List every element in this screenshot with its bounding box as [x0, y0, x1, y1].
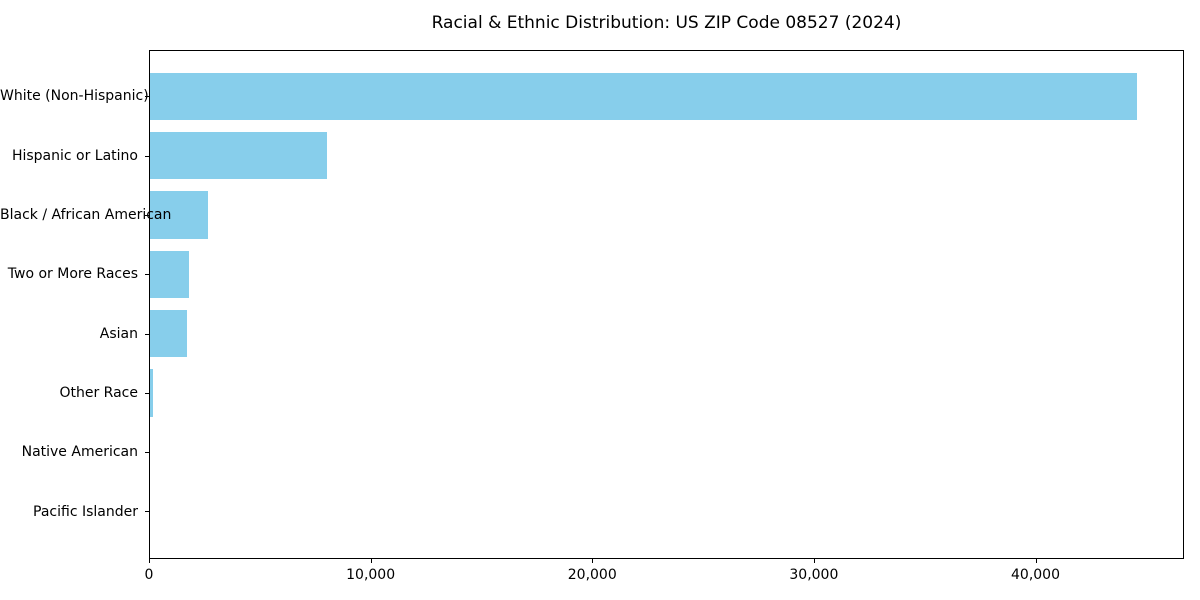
y-axis-label: White (Non-Hispanic)	[0, 88, 149, 105]
y-tick-mark	[145, 156, 149, 157]
bar-white-non-hispanic-	[150, 72, 1137, 121]
y-tick-mark	[145, 334, 149, 335]
bar-black-african-american	[150, 191, 208, 239]
bar-hispanic-or-latino	[150, 132, 328, 180]
bar-two-or-more-races	[150, 250, 190, 298]
y-tick-mark	[145, 96, 149, 97]
bar-asian	[150, 309, 188, 358]
x-tick-mark	[149, 559, 150, 563]
x-tick-mark	[1036, 559, 1037, 563]
y-tick-mark	[145, 452, 149, 453]
y-axis-label: Two or More Races	[7, 266, 138, 283]
x-tick-label: 0	[144, 567, 154, 583]
y-tick-mark	[145, 511, 149, 512]
y-axis-label: Pacific Islander	[33, 503, 138, 520]
bar-other-race	[150, 369, 153, 417]
x-tick-mark	[592, 559, 593, 563]
x-tick-label: 10,000	[346, 567, 396, 583]
x-tick-mark	[371, 559, 372, 563]
y-tick-mark	[145, 215, 149, 216]
x-tick-label: 20,000	[567, 567, 617, 583]
y-tick-mark	[145, 393, 149, 394]
y-tick-mark	[145, 274, 149, 275]
y-axis-label: Other Race	[59, 384, 138, 401]
plot-area	[149, 50, 1184, 559]
y-axis-label: Native American	[21, 444, 138, 461]
x-tick-label: 30,000	[789, 567, 839, 583]
chart-title: Racial & Ethnic Distribution: US ZIP Cod…	[431, 13, 902, 33]
x-tick-mark	[814, 559, 815, 563]
x-tick-label: 40,000	[1011, 567, 1060, 583]
y-axis-label: Black / African American	[0, 207, 172, 223]
y-axis-label: Hispanic or Latino	[11, 147, 138, 164]
y-axis-label: Asian	[99, 325, 138, 342]
